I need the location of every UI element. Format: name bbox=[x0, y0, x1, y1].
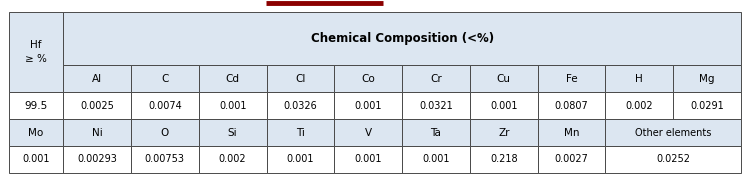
Bar bbox=[402, 92, 470, 119]
Bar bbox=[63, 119, 131, 146]
Text: 0.001: 0.001 bbox=[286, 154, 314, 164]
Text: Chemical Composition (<%): Chemical Composition (<%) bbox=[310, 32, 494, 45]
Bar bbox=[538, 146, 605, 173]
Text: 0.001: 0.001 bbox=[22, 154, 50, 164]
Text: V: V bbox=[364, 128, 372, 138]
Bar bbox=[131, 66, 199, 92]
Text: 0.0074: 0.0074 bbox=[148, 101, 182, 111]
Text: Cd: Cd bbox=[226, 74, 240, 84]
Bar bbox=[9, 92, 63, 119]
Bar bbox=[63, 92, 131, 119]
Bar bbox=[131, 92, 199, 119]
Text: 0.218: 0.218 bbox=[490, 154, 518, 164]
Bar bbox=[63, 12, 741, 66]
Bar bbox=[402, 146, 470, 173]
Bar bbox=[334, 119, 402, 146]
Text: Cl: Cl bbox=[296, 74, 305, 84]
Bar bbox=[334, 146, 402, 173]
Text: 0.002: 0.002 bbox=[626, 101, 653, 111]
Text: 0.00293: 0.00293 bbox=[77, 154, 117, 164]
Text: 0.0252: 0.0252 bbox=[656, 154, 690, 164]
Text: 99.5: 99.5 bbox=[25, 101, 48, 111]
Bar bbox=[470, 146, 538, 173]
Text: Other elements: Other elements bbox=[635, 128, 712, 138]
Text: 0.001: 0.001 bbox=[355, 101, 382, 111]
Bar bbox=[470, 119, 538, 146]
Text: O: O bbox=[160, 128, 169, 138]
Bar bbox=[199, 66, 266, 92]
Text: Mg: Mg bbox=[699, 74, 715, 84]
Bar bbox=[538, 119, 605, 146]
Text: 0.0027: 0.0027 bbox=[554, 154, 589, 164]
Bar bbox=[266, 92, 334, 119]
Text: 0.0326: 0.0326 bbox=[284, 101, 317, 111]
Text: Co: Co bbox=[362, 74, 375, 84]
Bar bbox=[334, 92, 402, 119]
Bar bbox=[63, 146, 131, 173]
Text: 0.0291: 0.0291 bbox=[690, 101, 724, 111]
Bar bbox=[605, 119, 741, 146]
Text: C: C bbox=[161, 74, 169, 84]
Text: Ni: Ni bbox=[92, 128, 103, 138]
Text: Cr: Cr bbox=[430, 74, 442, 84]
Bar bbox=[470, 66, 538, 92]
Bar bbox=[470, 92, 538, 119]
Text: Mn: Mn bbox=[564, 128, 579, 138]
Text: 0.0025: 0.0025 bbox=[80, 101, 114, 111]
Bar bbox=[131, 119, 199, 146]
Bar bbox=[266, 119, 334, 146]
Bar bbox=[674, 66, 741, 92]
Bar bbox=[63, 66, 131, 92]
Bar bbox=[334, 66, 402, 92]
Bar bbox=[131, 146, 199, 173]
Bar bbox=[9, 12, 63, 92]
Bar bbox=[199, 119, 266, 146]
Text: Cu: Cu bbox=[496, 74, 511, 84]
Bar bbox=[538, 92, 605, 119]
Bar bbox=[402, 66, 470, 92]
Text: 0.00753: 0.00753 bbox=[145, 154, 184, 164]
Text: Ta: Ta bbox=[430, 128, 442, 138]
Text: Al: Al bbox=[92, 74, 102, 84]
Bar bbox=[199, 92, 266, 119]
Text: 0.001: 0.001 bbox=[422, 154, 450, 164]
Text: 0.002: 0.002 bbox=[219, 154, 247, 164]
Bar bbox=[199, 146, 266, 173]
Text: 0.001: 0.001 bbox=[355, 154, 382, 164]
Text: H: H bbox=[635, 74, 644, 84]
Text: Zr: Zr bbox=[498, 128, 509, 138]
Text: Fe: Fe bbox=[566, 74, 578, 84]
Bar bbox=[266, 66, 334, 92]
Text: 0.0807: 0.0807 bbox=[555, 101, 589, 111]
Text: 0.001: 0.001 bbox=[490, 101, 518, 111]
Text: 0.0321: 0.0321 bbox=[419, 101, 453, 111]
Bar bbox=[605, 92, 674, 119]
Text: 0.001: 0.001 bbox=[219, 101, 247, 111]
Text: Si: Si bbox=[228, 128, 238, 138]
Text: Mo: Mo bbox=[28, 128, 44, 138]
Bar bbox=[674, 92, 741, 119]
Bar bbox=[9, 146, 63, 173]
Bar bbox=[538, 66, 605, 92]
Bar bbox=[266, 146, 334, 173]
Text: Hf
≥ %: Hf ≥ % bbox=[26, 40, 47, 64]
Text: Ti: Ti bbox=[296, 128, 304, 138]
Bar bbox=[9, 119, 63, 146]
Bar bbox=[605, 66, 674, 92]
Bar bbox=[402, 119, 470, 146]
Bar bbox=[605, 146, 741, 173]
